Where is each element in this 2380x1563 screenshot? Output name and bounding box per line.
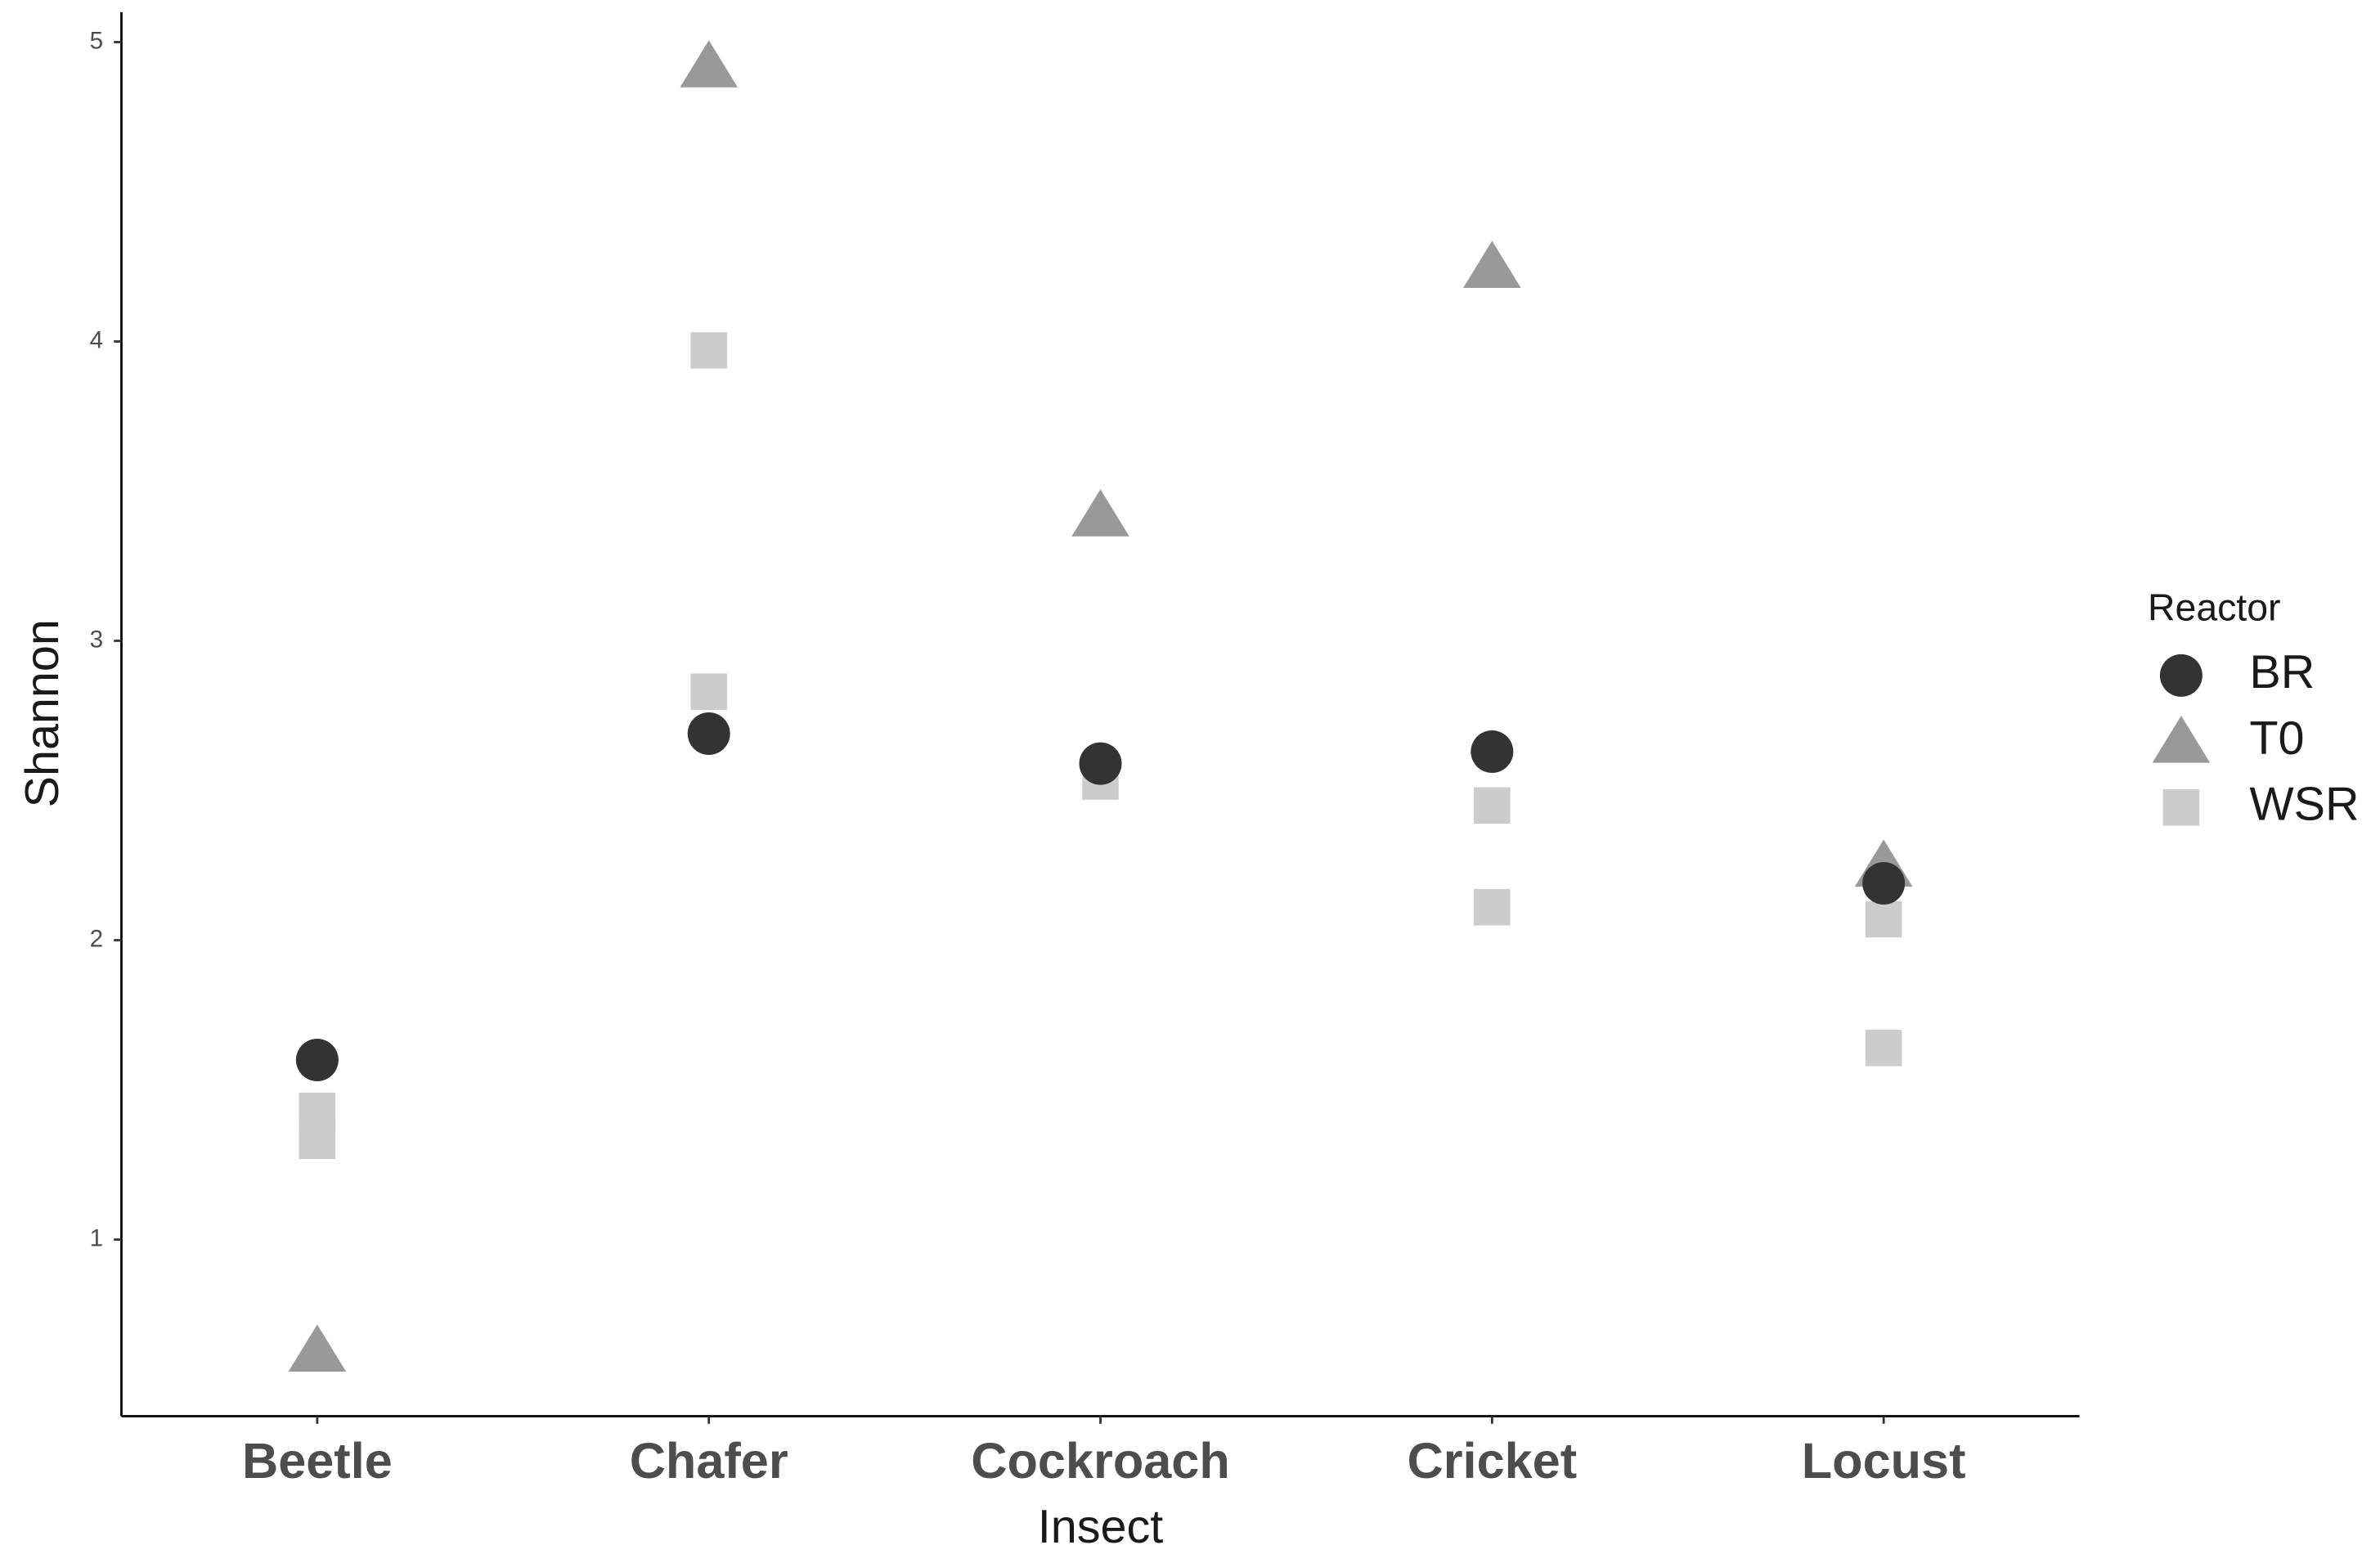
point <box>1865 901 1902 938</box>
legend-marker <box>2152 716 2211 763</box>
legend-label: WSR <box>2249 779 2359 831</box>
x-tick-label: Cricket <box>1408 1433 1578 1489</box>
point <box>1471 730 1514 773</box>
legend-title: Reactor <box>2148 586 2280 628</box>
x-tick-label: Locust <box>1802 1433 1966 1489</box>
x-tick-label: Beetle <box>242 1433 393 1489</box>
point <box>1474 787 1511 824</box>
x-axis-title: Insect <box>1038 1501 1163 1553</box>
y-tick-label: 1 <box>90 1224 104 1251</box>
point <box>690 332 727 369</box>
y-tick-label: 2 <box>90 925 104 952</box>
point <box>1862 862 1906 905</box>
y-axis-title: Shannon <box>16 619 69 807</box>
legend-marker <box>2162 789 2200 826</box>
legend-label: T0 <box>2249 712 2304 765</box>
point <box>299 1092 336 1130</box>
legend-marker <box>2159 653 2203 697</box>
point <box>288 1324 347 1372</box>
point <box>687 712 730 755</box>
point <box>680 40 738 88</box>
point <box>295 1038 339 1081</box>
point <box>1463 240 1521 288</box>
point <box>1079 742 1122 785</box>
point <box>1474 889 1511 926</box>
y-tick-label: 4 <box>90 326 104 353</box>
x-tick-label: Chafer <box>630 1433 788 1489</box>
y-tick-label: 3 <box>90 626 104 653</box>
point <box>1071 489 1129 537</box>
point <box>1865 1030 1902 1067</box>
point <box>690 673 727 711</box>
y-tick-label: 5 <box>90 27 104 54</box>
legend-label: BR <box>2249 646 2315 698</box>
x-tick-label: Cockroach <box>971 1433 1230 1489</box>
